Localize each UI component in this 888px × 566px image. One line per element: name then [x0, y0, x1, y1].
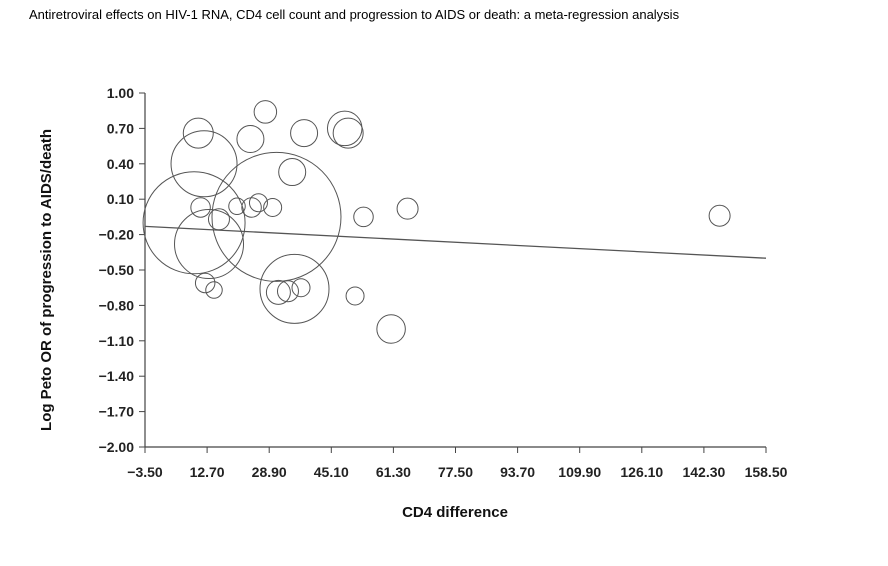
- y-tick-label: −0.50: [99, 262, 135, 278]
- y-tick-label: −1.70: [99, 404, 135, 420]
- study-bubble: [708, 204, 731, 227]
- study-bubble: [290, 119, 319, 148]
- x-tick-label: 109.90: [558, 464, 601, 480]
- study-bubble: [174, 209, 245, 280]
- study-bubble: [253, 100, 278, 124]
- x-tick-label: 93.70: [500, 464, 535, 480]
- study-bubble: [248, 193, 268, 213]
- study-bubble: [170, 130, 238, 198]
- study-bubble: [396, 197, 419, 220]
- study-bubble: [265, 279, 291, 305]
- study-bubble: [205, 281, 223, 299]
- y-tick-label: 0.70: [107, 120, 134, 136]
- y-tick-label: −1.40: [99, 368, 135, 384]
- x-tick-label: −3.50: [127, 464, 163, 480]
- study-bubble: [278, 158, 307, 187]
- study-bubble: [228, 197, 246, 216]
- x-tick-label: 158.50: [745, 464, 788, 480]
- axes: [144, 93, 766, 448]
- study-bubble: [236, 125, 265, 154]
- study-bubble: [332, 117, 364, 149]
- study-bubble: [211, 151, 342, 282]
- y-tick-label: 0.10: [107, 191, 134, 207]
- x-tick-label: 77.50: [438, 464, 473, 480]
- regression-line: [144, 225, 767, 259]
- y-ticks: 1.00 0.70 0.40 0.10 −0.20 −0.50 −0.80 −1.10 −1.4…: [99, 85, 145, 455]
- y-tick-label: 0.40: [107, 156, 134, 172]
- study-bubble: [353, 206, 374, 228]
- y-axis-title: Log Peto OR of progression to AIDS/death: [38, 129, 55, 431]
- study-bubble: [142, 171, 246, 275]
- study-bubble: [190, 197, 211, 218]
- y-tick-label: 1.00: [107, 85, 134, 101]
- x-tick-label: 45.10: [314, 464, 349, 480]
- study-bubble: [194, 272, 216, 294]
- study-bubble: [276, 280, 299, 303]
- x-tick-label: 126.10: [620, 464, 663, 480]
- y-tick-label: −2.00: [99, 439, 135, 455]
- y-tick-label: −0.20: [99, 227, 135, 243]
- y-tick-label: −1.10: [99, 333, 135, 349]
- x-ticks: −3.50 12.70 28.90 45.10 61.30 77.50 93.70 109.9…: [127, 447, 788, 480]
- figure-title: Antiretroviral effects on HIV-1 RNA, CD4…: [29, 7, 680, 22]
- study-bubbles: [142, 100, 731, 344]
- x-tick-label: 142.30: [682, 464, 725, 480]
- x-tick-label: 61.30: [376, 464, 411, 480]
- study-bubble: [182, 117, 214, 149]
- study-bubble: [376, 314, 406, 344]
- study-bubble: [345, 286, 365, 306]
- x-tick-label: 12.70: [190, 464, 225, 480]
- y-tick-label: −0.80: [99, 297, 135, 313]
- study-bubble: [259, 253, 330, 324]
- study-bubble: [263, 197, 283, 217]
- x-axis-title: CD4 difference: [402, 504, 508, 521]
- study-bubble: [326, 110, 363, 147]
- study-bubble: [291, 278, 311, 298]
- x-tick-label: 28.90: [252, 464, 287, 480]
